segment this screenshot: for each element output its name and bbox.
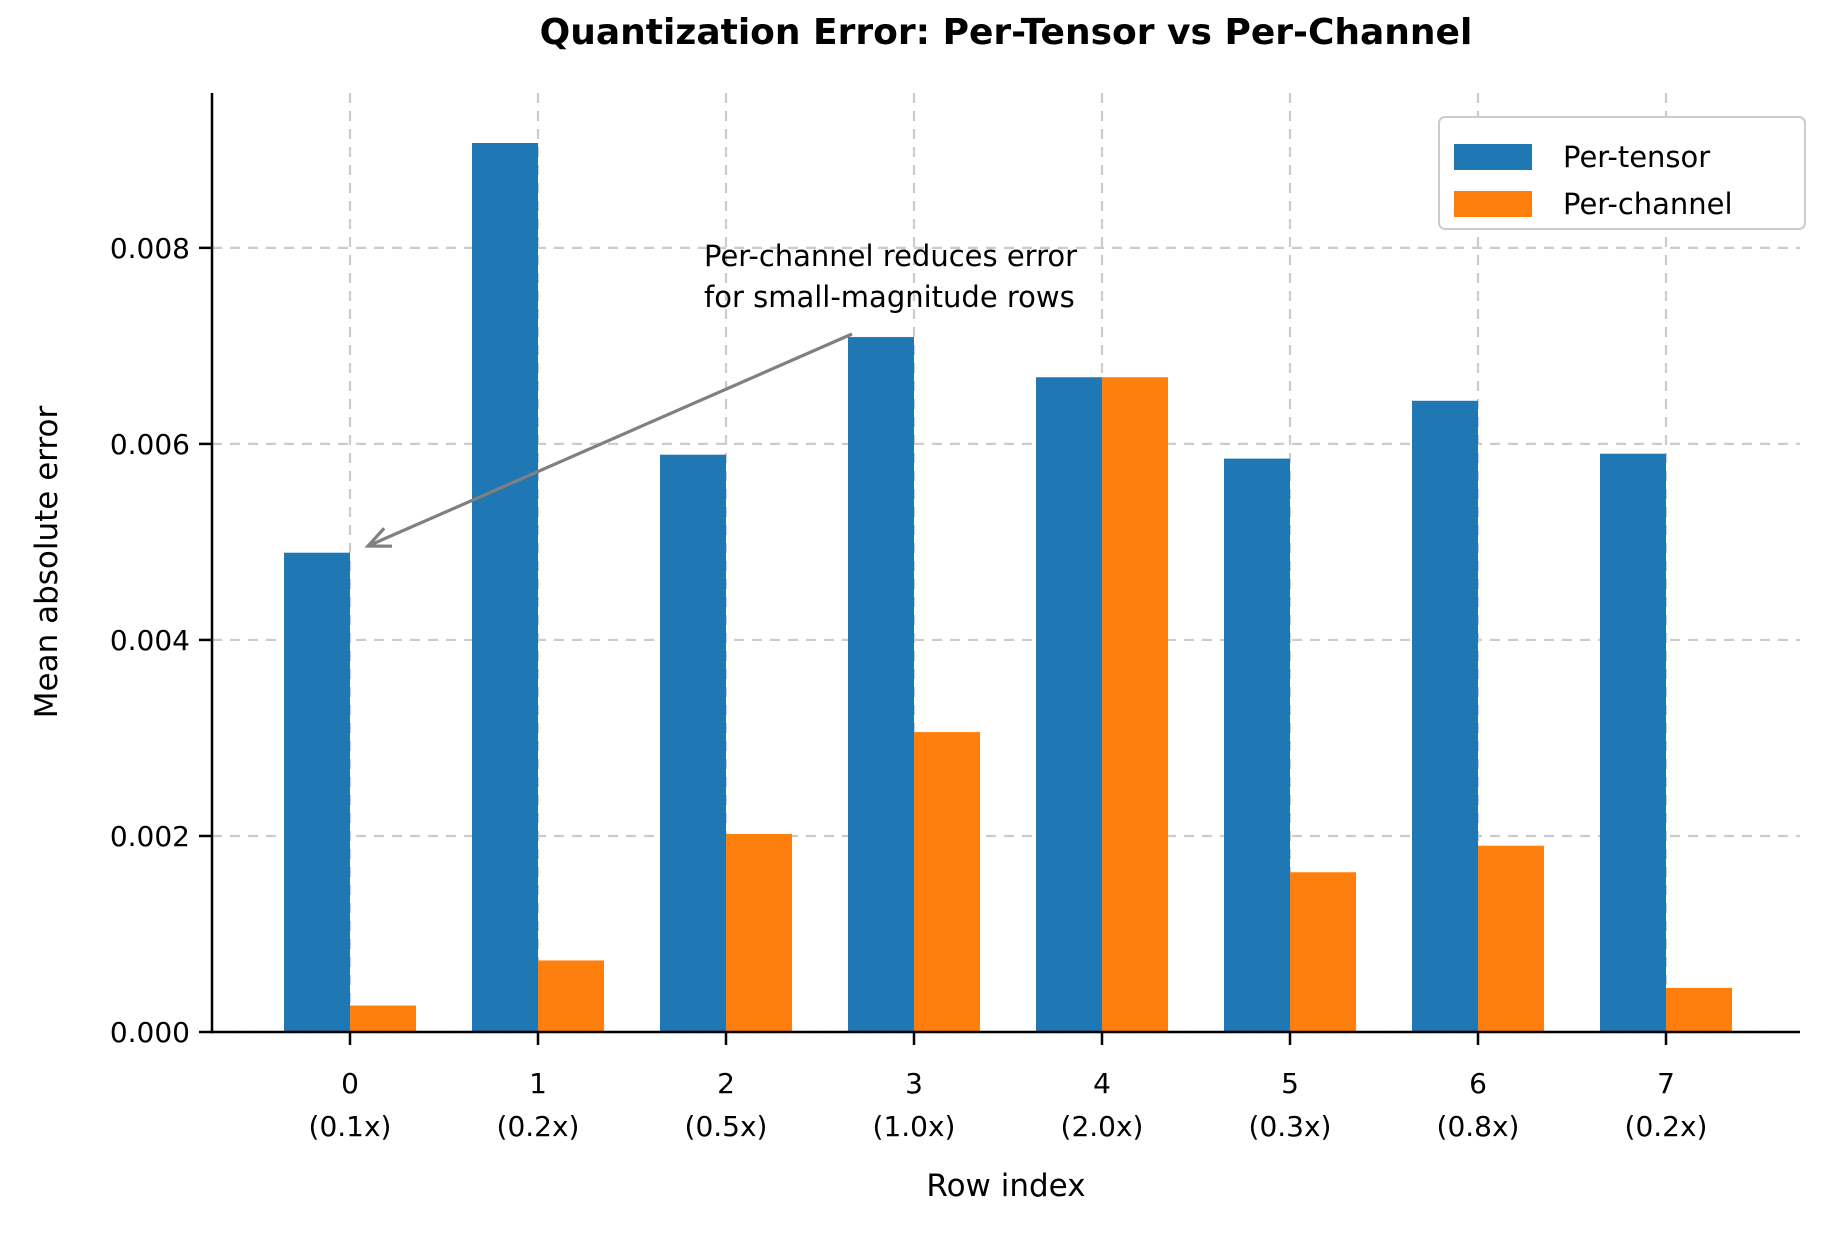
y-tick-label: 0.002 — [110, 820, 190, 853]
bar-per-tensor-row-6 — [1412, 400, 1478, 1032]
bar-per-channel-row-5 — [1290, 872, 1356, 1032]
x-tick-sublabel: (0.8x) — [1437, 1110, 1520, 1143]
bar-per-tensor-row-0 — [284, 552, 350, 1032]
bar-per-channel-row-6 — [1478, 845, 1544, 1032]
x-tick-sublabel: (0.3x) — [1249, 1110, 1332, 1143]
y-tick-label: 0.006 — [110, 428, 190, 461]
bar-per-channel-row-1 — [538, 960, 604, 1032]
x-tick-label: 3 — [905, 1067, 923, 1100]
legend-label-per-tensor: Per-tensor — [1563, 139, 1711, 174]
x-tick-sublabel: (0.5x) — [685, 1110, 768, 1143]
x-tick-sublabel: (0.2x) — [1625, 1110, 1708, 1143]
x-tick-label: 4 — [1093, 1067, 1111, 1100]
bar-per-channel-row-7 — [1666, 987, 1732, 1032]
x-tick-label: 0 — [341, 1067, 359, 1100]
legend-label-per-channel: Per-channel — [1563, 187, 1733, 222]
bar-per-tensor-row-3 — [848, 337, 914, 1032]
per-tensor-swatch-icon — [1454, 143, 1532, 170]
y-tick-label: 0.004 — [110, 624, 190, 657]
x-axis-label: Row index — [926, 1168, 1086, 1204]
y-tick-label: 0.008 — [110, 232, 190, 265]
legend-item-per-tensor: Per-tensor — [1454, 133, 1804, 181]
x-tick-label: 6 — [1469, 1067, 1487, 1100]
legend-item-per-channel: Per-channel — [1454, 181, 1804, 229]
x-tick-label: 1 — [529, 1067, 547, 1100]
chart-title: Quantization Error: Per-Tensor vs Per-Ch… — [539, 12, 1473, 53]
annotation-arrow-line — [367, 332, 853, 548]
y-tick-label: 0.000 — [110, 1016, 190, 1049]
bar-per-tensor-row-1 — [472, 142, 538, 1032]
bar-per-tensor-row-5 — [1224, 458, 1290, 1032]
bar-per-channel-row-2 — [726, 834, 792, 1032]
bar-per-channel-row-4 — [1102, 377, 1168, 1033]
x-tick-label: 2 — [717, 1067, 735, 1100]
x-tick-sublabel: (0.1x) — [309, 1110, 392, 1143]
bar-per-tensor-row-2 — [660, 454, 726, 1032]
bar-per-tensor-row-4 — [1036, 377, 1102, 1033]
annotation-arrowhead-icon — [364, 527, 393, 548]
annotation-text: Per-channel reduces error for small-magn… — [704, 239, 1078, 314]
x-tick-label: 5 — [1281, 1067, 1299, 1100]
bar-per-tensor-row-7 — [1600, 453, 1666, 1033]
legend: Per-tensor Per-channel — [1438, 116, 1806, 230]
x-tick-sublabel: (1.0x) — [873, 1110, 956, 1143]
x-tick-sublabel: (0.2x) — [497, 1110, 580, 1143]
per-channel-swatch-icon — [1454, 191, 1532, 218]
bar-per-channel-row-0 — [350, 1005, 416, 1032]
bar-per-channel-row-3 — [914, 732, 980, 1032]
x-tick-label: 7 — [1657, 1067, 1675, 1100]
x-tick-sublabel: (2.0x) — [1061, 1110, 1144, 1143]
